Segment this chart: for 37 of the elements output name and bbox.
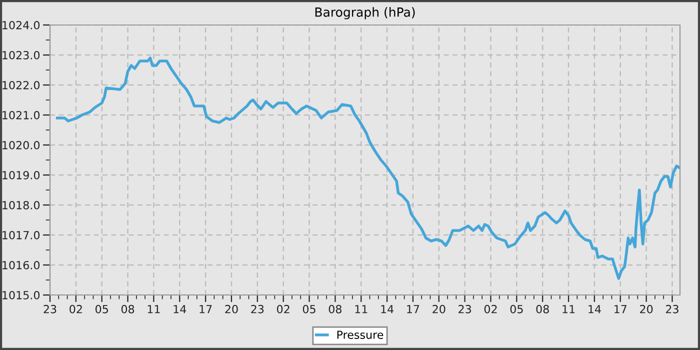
x-tick-label: 02 [484, 304, 497, 314]
x-tick-label: 20 [225, 304, 238, 314]
x-tick-label: 20 [640, 304, 653, 314]
x-tick-label: 11 [562, 305, 575, 314]
y-tick-label: 1023.0 [2, 50, 40, 60]
x-tick-label: 23 [666, 304, 678, 314]
x-tick-label: 08 [536, 304, 549, 314]
x-tick-label: 08 [328, 304, 342, 314]
y-tick-label: 1024.0 [2, 20, 40, 30]
x-tick-label: 14 [174, 305, 186, 314]
x-tick-label: 17 [200, 305, 212, 314]
x-tick-label: 05 [510, 304, 523, 314]
x-tick-label: 05 [96, 304, 108, 314]
y-tick-label: 1015.0 [2, 290, 40, 300]
x-tick-label: 23 [251, 304, 264, 314]
y-tick-label: 1017.0 [2, 230, 40, 240]
x-tick-label: 08 [121, 304, 134, 314]
x-tick-label: 02 [276, 304, 290, 314]
y-tick-label: 1021.0 [2, 110, 40, 120]
x-tick-label: 11 [148, 305, 160, 314]
x-tick-label: 17 [407, 305, 420, 314]
x-tick-label: 05 [302, 304, 316, 314]
y-tick-label: 1019.0 [2, 170, 40, 180]
x-tick-label: 23 [458, 304, 471, 314]
x-tick-label: 11 [355, 305, 368, 314]
y-tick-label: 1018.0 [2, 200, 40, 210]
legend-label: Pressure [337, 330, 384, 339]
x-tick-label: 23 [44, 304, 56, 314]
y-tick-label: 1016.0 [2, 260, 40, 270]
x-tick-label: 14 [381, 305, 394, 314]
x-tick-label: 20 [432, 304, 446, 314]
y-tick-label: 1020.0 [2, 140, 40, 150]
chart-title: Barograph (hPa) [315, 7, 415, 20]
x-tick-label: 14 [588, 305, 601, 314]
x-tick-label: 17 [614, 305, 626, 314]
x-tick-label: 02 [70, 304, 82, 314]
y-tick-label: 1022.0 [2, 80, 40, 90]
